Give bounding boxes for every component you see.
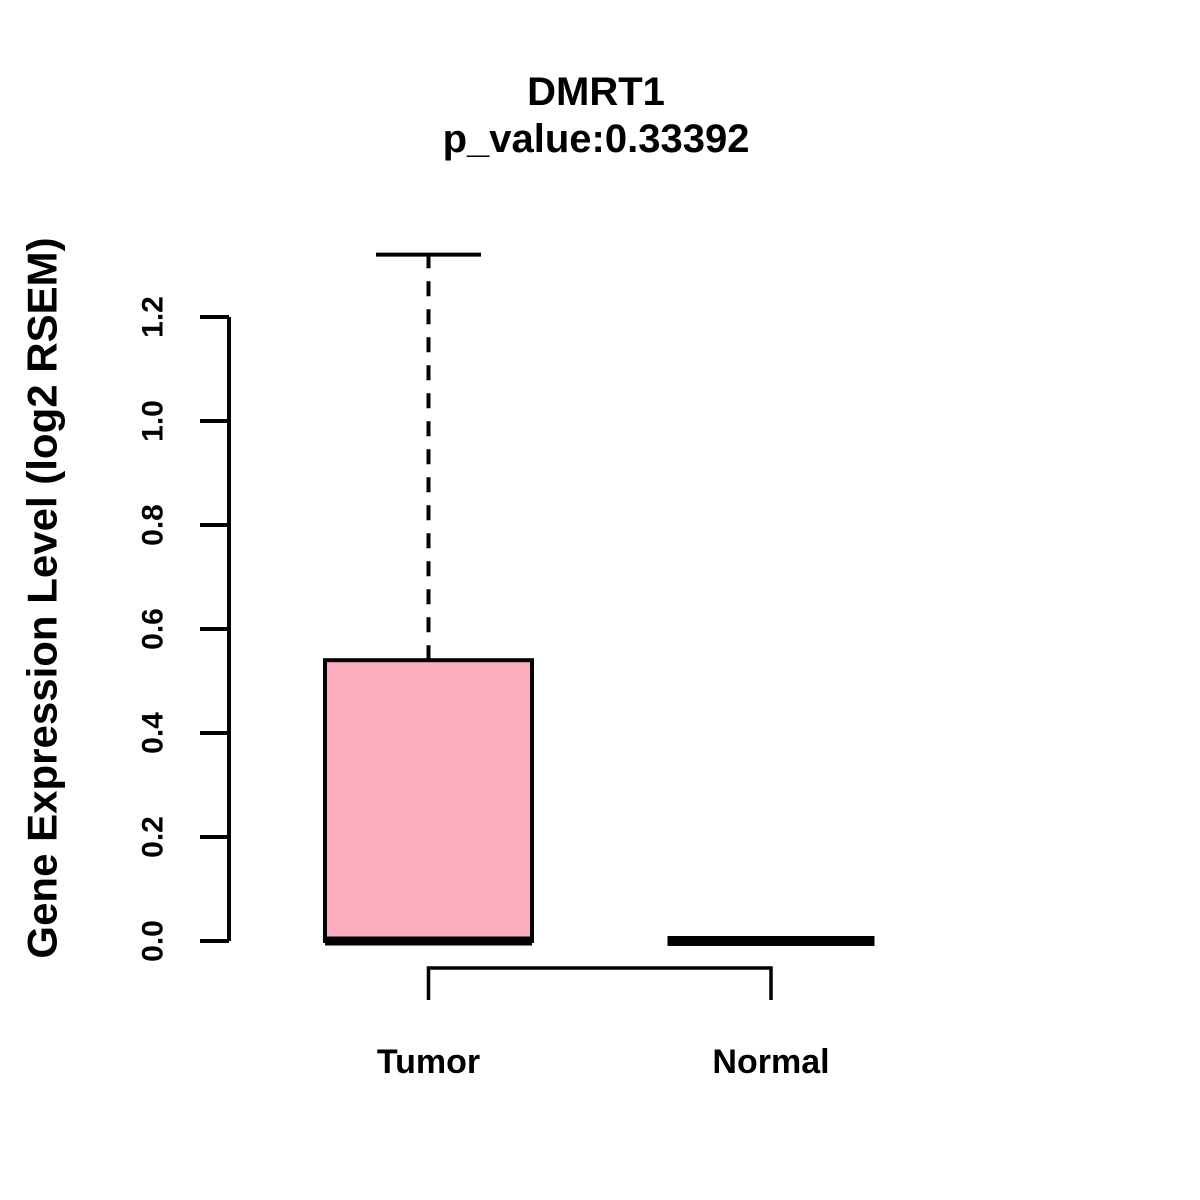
- chart-title: DMRT1: [527, 70, 665, 114]
- y-tick-label: 0.2: [137, 816, 170, 858]
- x-category-label-normal: Normal: [712, 1043, 829, 1081]
- comparison-bracket: [426, 966, 773, 1000]
- y-tick-label: 0.8: [137, 504, 170, 546]
- chart-plot-area: 0.0 0.2 0.4 0.6 0.8 1.0 1.2 Tumor Normal: [137, 252, 875, 1081]
- chart-subtitle: p_value:0.33392: [443, 117, 750, 161]
- x-category-label-tumor: Tumor: [377, 1043, 480, 1081]
- y-tick-label: 0.6: [137, 608, 170, 650]
- box-tumor: [323, 658, 534, 943]
- y-tick-label: 1.0: [137, 400, 170, 442]
- y-tick-label: 0.0: [137, 920, 170, 962]
- y-tick-label: 1.2: [137, 296, 170, 338]
- y-tick-label: 0.4: [137, 712, 170, 754]
- y-axis-label: Gene Expression Level (log2 RSEM): [19, 237, 66, 958]
